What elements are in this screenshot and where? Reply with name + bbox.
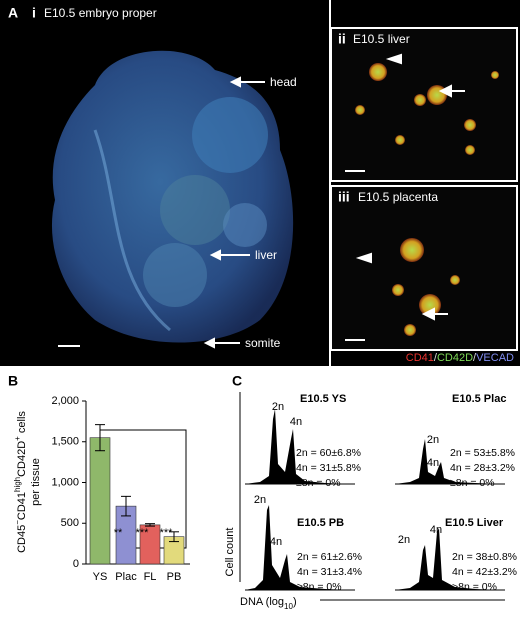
label-part: ) [293, 596, 297, 608]
stain: CD42D [437, 352, 473, 364]
numeral: i [32, 5, 36, 21]
stat: 2n = 60±6.8% [296, 447, 361, 459]
peak-label: 4n [430, 524, 442, 536]
label-part: DNA (log [240, 596, 284, 608]
y-tick-label: 1,000 [51, 476, 79, 488]
stain: / [473, 352, 477, 364]
peak-label: 2n [427, 434, 439, 446]
peak-label: 4n [427, 457, 439, 469]
numeral: iii [338, 189, 350, 205]
stain-legend: CD41/CD42D/VECAD [406, 352, 514, 364]
stat: 4n = 42±3.2% [452, 566, 517, 578]
label-part: 10 [284, 602, 293, 611]
significance: *** [160, 527, 174, 539]
histogram [245, 409, 355, 485]
y-tick-label: 0 [73, 558, 79, 570]
stain: VECAD [476, 352, 514, 364]
embryo-image [51, 50, 294, 347]
histogram-title: E10.5 Plac [452, 393, 506, 405]
stain: / [434, 352, 438, 364]
significance: ** [114, 527, 123, 539]
inset-ii [330, 27, 518, 182]
y-tick-label: 500 [61, 517, 79, 529]
y-axis-label: CD45−CD41highCD42D+ cells [13, 411, 28, 553]
histogram-title: E10.5 YS [300, 393, 346, 405]
stat: 2n = 61±2.6% [297, 551, 362, 563]
stat: ≥8n = 0% [296, 477, 341, 489]
label-part: + [13, 436, 22, 441]
x-tick-label: PB [167, 571, 182, 583]
histogram-panel: C Cell count DNA (log10) [224, 373, 505, 611]
image-title: E10.5 embryo proper [44, 6, 157, 20]
bar [89, 437, 111, 565]
y-tick-label: 2,000 [51, 395, 79, 407]
stat: 2n = 53±5.8% [450, 447, 515, 459]
peak-label: 2n [398, 534, 410, 546]
label-part: high [13, 477, 22, 492]
numeral: ii [338, 31, 346, 47]
annotation: head [270, 75, 297, 89]
y-tick-label: 1,500 [51, 436, 79, 448]
x-tick-label: YS [93, 571, 108, 583]
image-title: E10.5 placenta [358, 190, 438, 204]
annotation: somite [245, 336, 281, 350]
bar-chart: B CD45−CD41highCD42D+ cells per tissue 0… [8, 373, 190, 583]
panel-letter: A [8, 5, 18, 21]
arrows [203, 53, 465, 349]
panel-letter: C [232, 373, 242, 389]
stat: ≥8n = 0% [297, 581, 342, 593]
peak-label: 2n [272, 401, 284, 413]
label-part: CD41 [16, 492, 28, 520]
significance: *** [136, 527, 150, 539]
peak-label: 4n [290, 416, 302, 428]
annotation: liver [255, 248, 277, 262]
x-axis-label: DNA (log10) [240, 596, 297, 611]
label-part: − [13, 520, 22, 525]
inset-iii [330, 185, 518, 351]
stat: 4n = 31±5.8% [296, 462, 361, 474]
image-title: E10.5 liver [353, 32, 410, 46]
stat: 2n = 38±0.8% [452, 551, 517, 563]
stat: ≥8n = 0% [450, 477, 495, 489]
peak-label: 4n [270, 536, 282, 548]
label-part: CD45 [16, 525, 28, 553]
histogram-title: E10.5 Liver [445, 517, 504, 529]
y-axis-label: Cell count [224, 528, 236, 577]
histogram-title: E10.5 PB [297, 517, 344, 529]
histogram [395, 528, 505, 591]
histogram [395, 439, 505, 485]
label-part: cells [16, 411, 28, 437]
label-part: CD42D [16, 441, 28, 477]
panel-letter: B [8, 373, 18, 389]
stat: >8n = 0% [452, 581, 497, 593]
stain: CD41 [406, 352, 434, 364]
x-tick-label: Plac [115, 571, 137, 583]
x-tick-label: FL [144, 571, 157, 583]
cells [345, 63, 499, 341]
stat: 4n = 31±3.4% [297, 566, 362, 578]
stat: 4n = 28±3.2% [450, 462, 515, 474]
y-axis-label: per tissue [30, 458, 42, 506]
peak-label: 2n [254, 494, 266, 506]
histogram [245, 505, 355, 591]
